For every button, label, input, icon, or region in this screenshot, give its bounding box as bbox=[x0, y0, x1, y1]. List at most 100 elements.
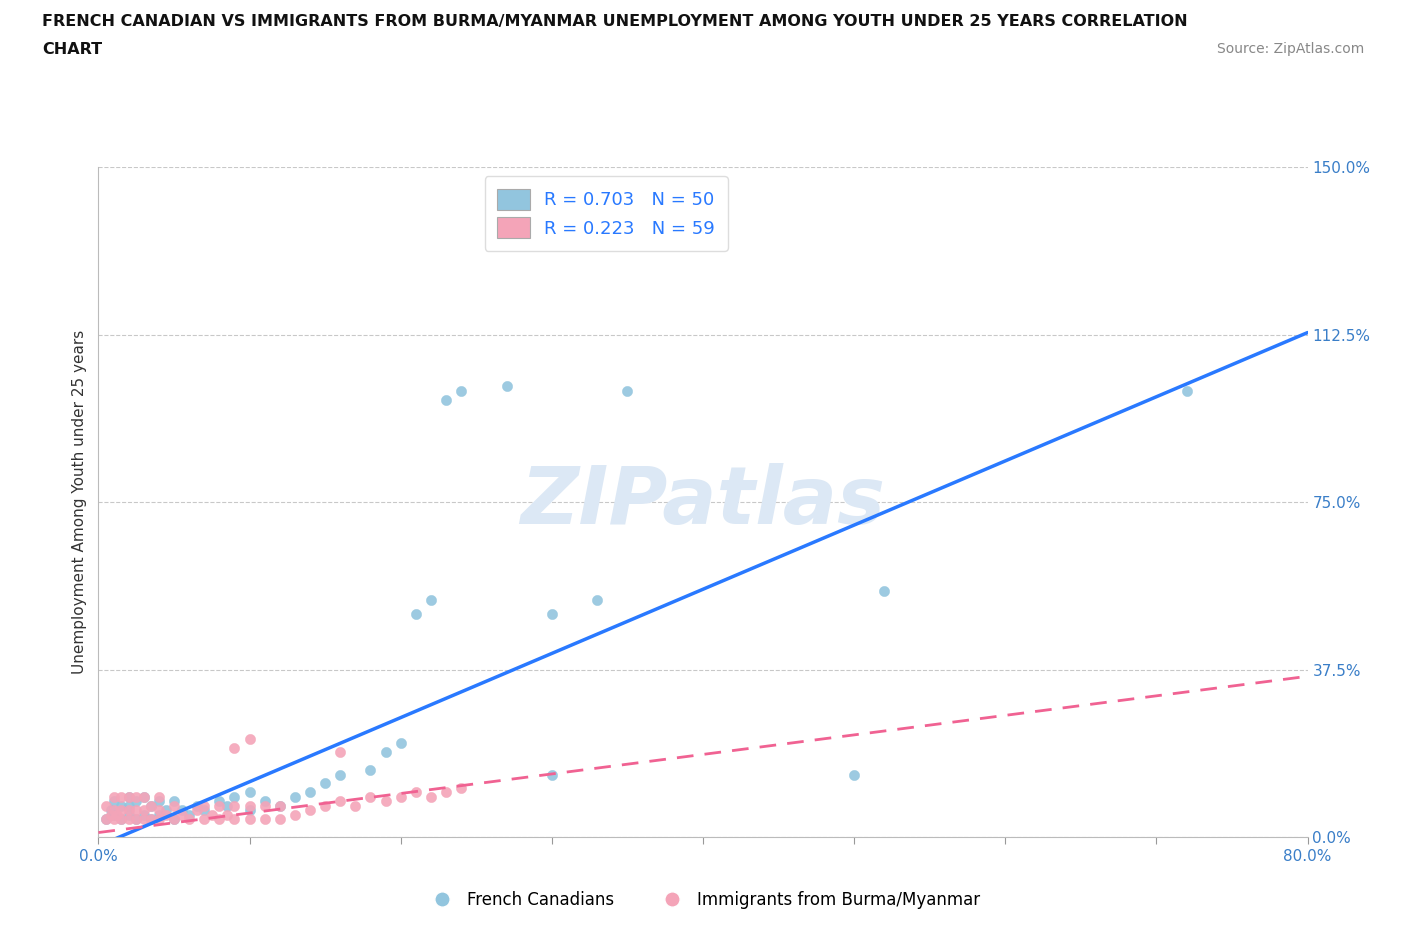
Point bbox=[132, 790, 155, 804]
Text: FRENCH CANADIAN VS IMMIGRANTS FROM BURMA/MYANMAR UNEMPLOYMENT AMONG YOUTH UNDER : FRENCH CANADIAN VS IMMIGRANTS FROM BURMA… bbox=[42, 14, 1188, 29]
Point bbox=[118, 790, 141, 804]
Point bbox=[419, 790, 441, 804]
Legend: French Canadians, Immigrants from Burma/Myanmar: French Canadians, Immigrants from Burma/… bbox=[419, 884, 987, 916]
Point bbox=[110, 798, 132, 813]
Point bbox=[94, 798, 117, 813]
Point bbox=[224, 790, 246, 804]
Point bbox=[844, 767, 866, 782]
Point bbox=[155, 803, 177, 817]
Point bbox=[186, 803, 208, 817]
Point bbox=[253, 798, 276, 813]
Point bbox=[284, 790, 307, 804]
Text: ZIPatlas: ZIPatlas bbox=[520, 463, 886, 541]
Point bbox=[208, 798, 231, 813]
Point bbox=[434, 785, 457, 800]
Point bbox=[374, 745, 396, 760]
Point bbox=[132, 790, 155, 804]
Point bbox=[148, 807, 170, 822]
Point bbox=[125, 812, 148, 827]
Point bbox=[299, 785, 322, 800]
Point bbox=[450, 383, 472, 398]
Point bbox=[616, 383, 638, 398]
Point bbox=[201, 807, 224, 822]
Point bbox=[141, 798, 163, 813]
Point bbox=[110, 812, 132, 827]
Point bbox=[405, 785, 427, 800]
Point bbox=[253, 794, 276, 809]
Point bbox=[540, 767, 562, 782]
Point bbox=[253, 812, 276, 827]
Text: Source: ZipAtlas.com: Source: ZipAtlas.com bbox=[1216, 42, 1364, 56]
Point bbox=[215, 798, 238, 813]
Point bbox=[141, 812, 163, 827]
Point bbox=[141, 812, 163, 827]
Point bbox=[193, 803, 215, 817]
Point bbox=[419, 593, 441, 608]
Point bbox=[125, 794, 148, 809]
Point bbox=[105, 807, 128, 822]
Point bbox=[148, 803, 170, 817]
Point bbox=[540, 606, 562, 621]
Point bbox=[389, 736, 412, 751]
Point bbox=[215, 807, 238, 822]
Point bbox=[177, 812, 201, 827]
Point bbox=[360, 790, 382, 804]
Point bbox=[239, 803, 262, 817]
Point bbox=[170, 803, 193, 817]
Point bbox=[103, 812, 125, 827]
Point bbox=[118, 803, 141, 817]
Point bbox=[193, 812, 215, 827]
Y-axis label: Unemployment Among Youth under 25 years: Unemployment Among Youth under 25 years bbox=[72, 330, 87, 674]
Point bbox=[141, 798, 163, 813]
Point bbox=[329, 794, 352, 809]
Point bbox=[269, 798, 291, 813]
Point bbox=[177, 807, 201, 822]
Point bbox=[132, 812, 155, 827]
Point bbox=[103, 794, 125, 809]
Point bbox=[329, 745, 352, 760]
Point bbox=[208, 794, 231, 809]
Point bbox=[586, 593, 609, 608]
Point bbox=[163, 794, 186, 809]
Point bbox=[118, 798, 141, 813]
Point bbox=[103, 807, 125, 822]
Point bbox=[170, 807, 193, 822]
Point bbox=[239, 798, 262, 813]
Point bbox=[163, 812, 186, 827]
Point bbox=[239, 785, 262, 800]
Point bbox=[434, 392, 457, 407]
Point bbox=[100, 803, 122, 817]
Point bbox=[299, 803, 322, 817]
Point bbox=[329, 767, 352, 782]
Point bbox=[118, 812, 141, 827]
Point bbox=[269, 812, 291, 827]
Text: CHART: CHART bbox=[42, 42, 103, 57]
Point bbox=[374, 794, 396, 809]
Point bbox=[103, 803, 125, 817]
Point bbox=[125, 790, 148, 804]
Point bbox=[284, 807, 307, 822]
Point bbox=[239, 812, 262, 827]
Point bbox=[314, 776, 336, 790]
Point bbox=[125, 803, 148, 817]
Point bbox=[208, 812, 231, 827]
Point bbox=[163, 812, 186, 827]
Point bbox=[132, 807, 155, 822]
Point bbox=[360, 763, 382, 777]
Point bbox=[132, 803, 155, 817]
Point bbox=[186, 798, 208, 813]
Point bbox=[269, 798, 291, 813]
Point bbox=[110, 812, 132, 827]
Point bbox=[155, 807, 177, 822]
Point bbox=[163, 798, 186, 813]
Point bbox=[94, 812, 117, 827]
Point bbox=[148, 794, 170, 809]
Point bbox=[125, 812, 148, 827]
Point bbox=[495, 379, 517, 393]
Point bbox=[100, 807, 122, 822]
Point bbox=[224, 740, 246, 755]
Point bbox=[118, 790, 141, 804]
Point bbox=[224, 812, 246, 827]
Point bbox=[344, 798, 367, 813]
Point bbox=[148, 790, 170, 804]
